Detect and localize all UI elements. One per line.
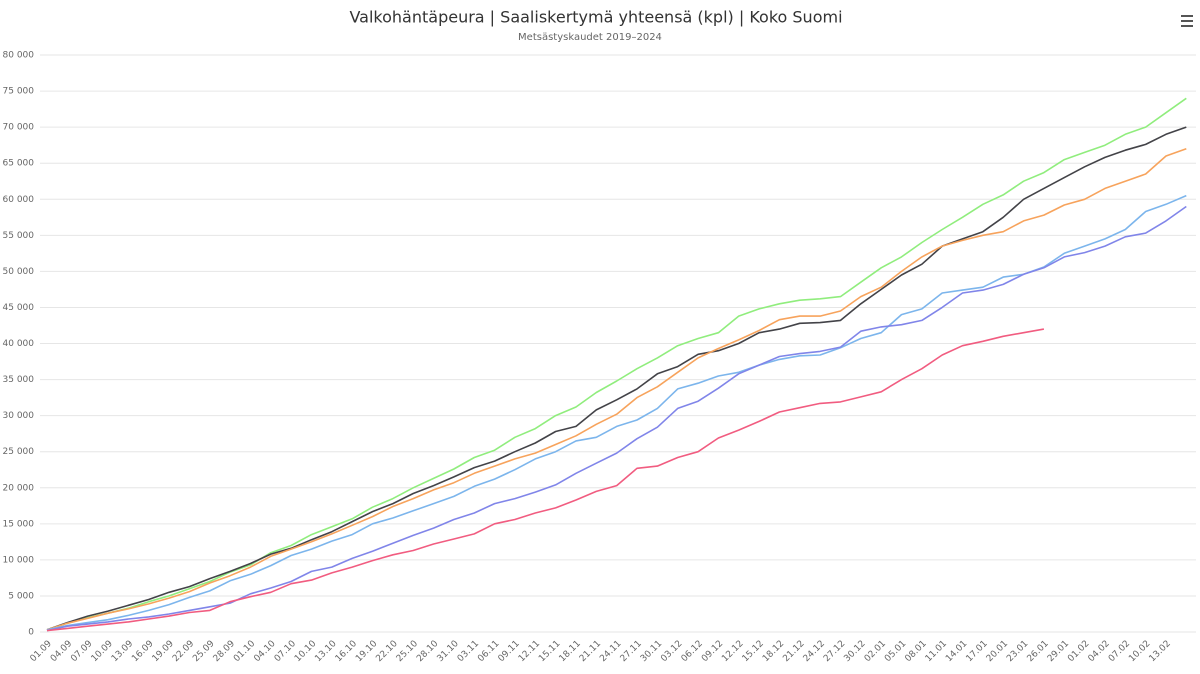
y-tick-label: 50 000	[3, 267, 35, 277]
series-line	[46, 194, 1187, 631]
x-tick-label: 06.12	[680, 639, 705, 664]
y-tick-label: 75 000	[3, 87, 35, 97]
x-tick-label: 30.11	[639, 639, 664, 664]
x-tick-label: 27.11	[619, 639, 644, 664]
y-tick-label: 25 000	[3, 447, 35, 457]
x-tick-label: 03.11	[456, 639, 481, 664]
x-tick-label: 25.10	[395, 639, 420, 664]
x-tick-label: 18.11	[558, 639, 583, 664]
x-tick-label: 24.11	[598, 639, 623, 664]
x-tick-label: 01.02	[1066, 639, 1091, 664]
x-tick-label: 30.12	[842, 639, 867, 664]
x-tick-label: 18.12	[761, 639, 786, 664]
x-tick-label: 28.10	[415, 639, 440, 664]
x-tick-label: 08.01	[903, 639, 928, 664]
menu-button[interactable]	[1178, 12, 1194, 30]
x-tick-label: 04.10	[252, 639, 277, 664]
x-tick-label: 04.09	[49, 639, 74, 664]
x-tick-label: 06.11	[476, 639, 501, 664]
x-tick-label: 20.01	[985, 639, 1010, 664]
x-tick-label: 25.09	[191, 639, 216, 664]
series-line	[46, 328, 1045, 632]
x-tick-label: 15.12	[741, 639, 766, 664]
x-tick-label: 01.10	[232, 639, 257, 664]
x-tick-label: 03.12	[659, 639, 684, 664]
x-tick-label: 10.02	[1127, 639, 1152, 664]
y-tick-label: 0	[28, 628, 34, 638]
x-tick-label: 04.02	[1087, 639, 1112, 664]
y-tick-label: 45 000	[3, 303, 35, 313]
chart-title: Valkohäntäpeura | Saaliskertymä yhteensä…	[349, 8, 842, 27]
x-tick-label: 07.10	[273, 639, 298, 664]
y-tick-label: 20 000	[3, 483, 35, 493]
x-tick-label: 07.02	[1107, 639, 1132, 664]
chart-subtitle: Metsästyskaudet 2019–2024	[518, 32, 662, 43]
x-tick-label: 13.02	[1148, 639, 1173, 664]
y-tick-label: 40 000	[3, 339, 35, 349]
x-tick-label: 12.11	[517, 639, 542, 664]
y-tick-label: 70 000	[3, 123, 35, 133]
x-tick-label: 29.01	[1046, 639, 1071, 664]
x-tick-label: 10.09	[90, 639, 115, 664]
x-tick-label: 24.12	[802, 639, 827, 664]
x-tick-label: 19.09	[151, 639, 176, 664]
x-tick-label: 11.01	[924, 639, 949, 664]
x-tick-label: 16.09	[130, 639, 155, 664]
menu-icon-bar	[1181, 25, 1193, 27]
x-tick-label: 14.01	[944, 639, 969, 664]
x-tick-label: 05.01	[883, 639, 908, 664]
series-line	[46, 148, 1187, 631]
x-tick-label: 26.01	[1026, 639, 1051, 664]
y-tick-label: 35 000	[3, 375, 35, 385]
x-tick-label: 07.09	[69, 639, 94, 664]
x-tick-label: 21.12	[781, 639, 806, 664]
x-tick-label: 21.11	[578, 639, 603, 664]
y-tick-label: 30 000	[3, 411, 35, 421]
series-line	[46, 97, 1187, 631]
menu-icon-bar	[1181, 15, 1193, 17]
x-tick-label: 02.01	[863, 639, 888, 664]
series-line	[46, 205, 1187, 632]
x-tick-label: 01.09	[29, 639, 54, 664]
x-tick-label: 23.01	[1005, 639, 1030, 664]
y-tick-label: 5 000	[8, 591, 34, 601]
x-tick-label: 09.11	[497, 639, 522, 664]
y-tick-label: 60 000	[3, 195, 35, 205]
x-tick-label: 27.12	[822, 639, 847, 664]
series-line	[46, 126, 1187, 631]
y-tick-label: 10 000	[3, 555, 35, 565]
x-tick-label: 17.01	[964, 639, 989, 664]
x-tick-label: 31.10	[436, 639, 461, 664]
x-tick-label: 28.09	[212, 639, 237, 664]
x-tick-label: 16.10	[334, 639, 359, 664]
x-tick-label: 22.09	[171, 639, 196, 664]
x-tick-label: 19.10	[354, 639, 379, 664]
x-tick-label: 10.10	[293, 639, 318, 664]
x-tick-label: 15.11	[537, 639, 562, 664]
x-tick-label: 13.09	[110, 639, 135, 664]
menu-icon-bar	[1181, 20, 1193, 22]
x-tick-label: 22.10	[374, 639, 399, 664]
y-tick-label: 65 000	[3, 159, 35, 169]
x-tick-label: 12.12	[720, 639, 745, 664]
x-tick-label: 09.12	[700, 639, 725, 664]
y-tick-label: 80 000	[3, 51, 35, 61]
y-tick-label: 15 000	[3, 519, 35, 529]
y-tick-label: 55 000	[3, 231, 35, 241]
x-tick-label: 13.10	[313, 639, 338, 664]
